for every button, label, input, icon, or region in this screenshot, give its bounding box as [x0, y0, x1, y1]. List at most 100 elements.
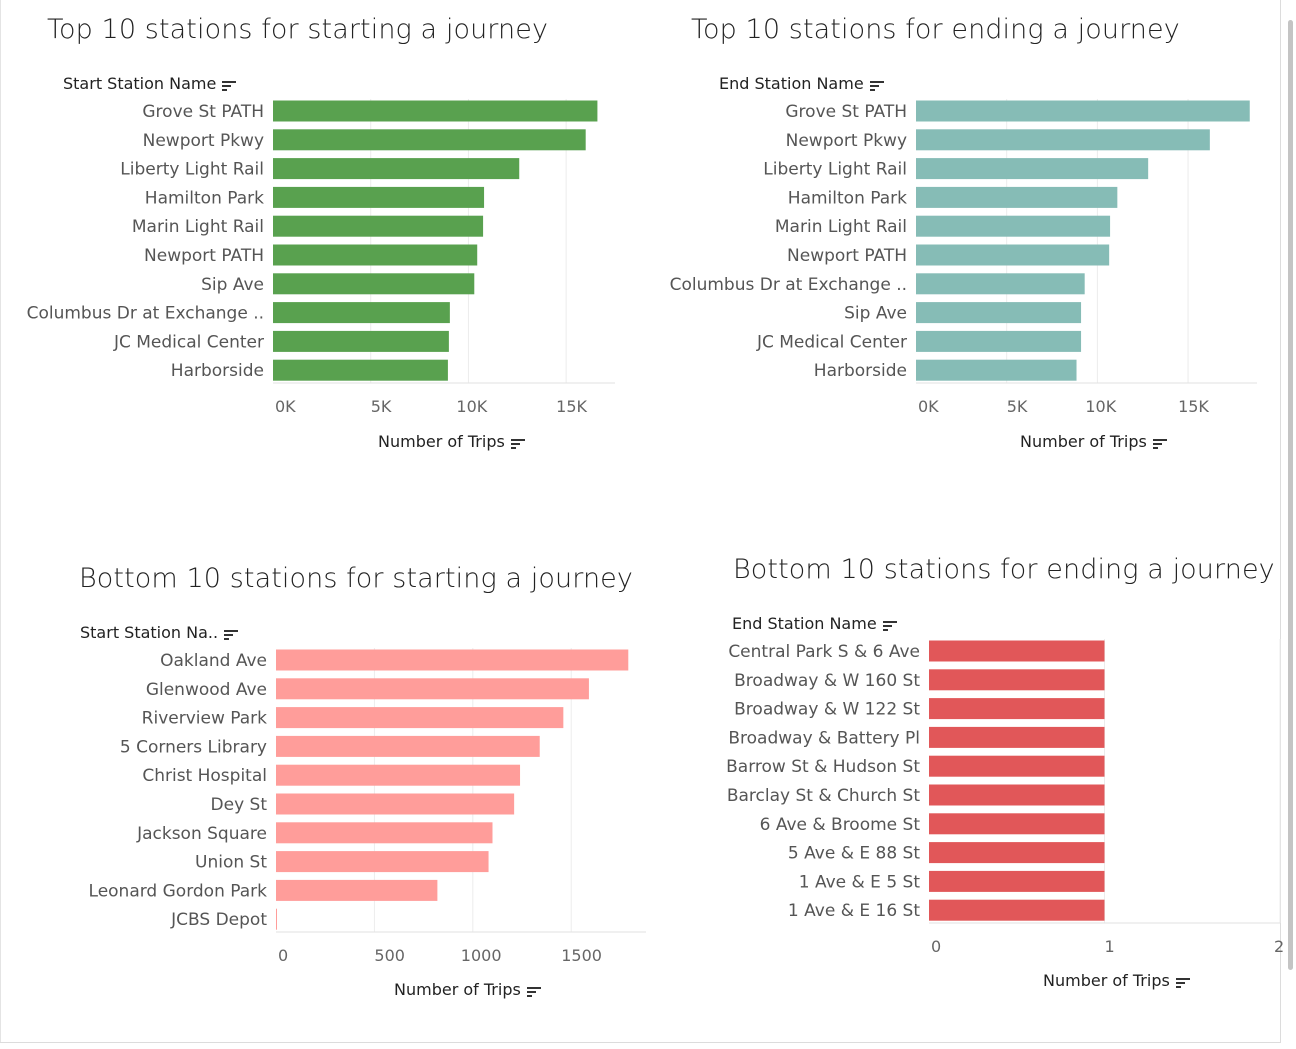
- category-label: Columbus Dr at Exchange ..: [670, 275, 907, 295]
- bar: [916, 302, 1082, 324]
- category-label: Harborside: [171, 361, 264, 381]
- category-label: Grove St PATH: [142, 102, 264, 122]
- category-label: Harborside: [814, 361, 907, 381]
- bar: [276, 851, 489, 873]
- category-label: Sip Ave: [201, 275, 264, 295]
- x-axis-title-bottom-start[interactable]: Number of Trips: [394, 980, 541, 999]
- x-axis-label: Number of Trips: [1020, 432, 1147, 451]
- category-label: Marin Light Rail: [132, 217, 264, 237]
- bar-plot-bottom-end: 0 1 2 Central Park S & 6 Ave Broadway & W 16…: [726, 639, 1284, 956]
- bar: [929, 726, 1105, 748]
- bar: [273, 302, 450, 324]
- row-header-label: End Station Name: [732, 614, 877, 633]
- category-label: Hamilton Park: [145, 188, 264, 208]
- sort-icon[interactable]: [526, 983, 541, 997]
- x-tick-label: 0K: [275, 397, 296, 416]
- x-axis-title-top-end[interactable]: Number of Trips: [1020, 432, 1167, 451]
- chart-title-top-start: Top 10 stations for starting a journey: [47, 14, 549, 45]
- sort-icon[interactable]: [224, 626, 239, 640]
- category-label: Broadway & Battery Pl: [728, 728, 920, 748]
- bar: [916, 244, 1110, 266]
- bar-plot-bottom-start: 0 500 1000 1500 Oakland Ave Glenwood Ave River…: [89, 648, 646, 965]
- bar: [273, 158, 520, 180]
- bar: [916, 215, 1111, 237]
- bar: [916, 186, 1118, 208]
- sort-icon[interactable]: [1152, 435, 1167, 449]
- scrollbar-thumb[interactable]: [1288, 20, 1293, 970]
- chart-title-top-end: Top 10 stations for ending a journey: [691, 14, 1180, 45]
- bar: [929, 755, 1105, 777]
- category-label: 1 Ave & E 5 St: [799, 872, 921, 892]
- category-label: 1 Ave & E 16 St: [788, 901, 920, 921]
- category-label: Barrow St & Hudson St: [726, 757, 920, 777]
- category-label: Broadway & W 122 St: [734, 700, 920, 720]
- x-tick-label: 15K: [556, 397, 587, 416]
- bar: [273, 244, 478, 266]
- chart-title-bottom-start: Bottom 10 stations for starting a journe…: [79, 563, 633, 594]
- row-header-label: End Station Name: [719, 74, 864, 93]
- bar: [929, 899, 1105, 921]
- bar: [276, 822, 493, 844]
- bar: [273, 330, 449, 352]
- bar: [916, 158, 1149, 180]
- bar: [276, 879, 438, 901]
- category-label: 6 Ave & Broome St: [760, 815, 921, 835]
- bar-plot-top-end: 0K 5K 10K 15K Grove St PATH Newport Pkwy Liber…: [670, 99, 1257, 416]
- bar: [916, 100, 1250, 122]
- row-header-label: Start Station Name: [63, 74, 217, 93]
- category-label: Grove St PATH: [785, 102, 907, 122]
- bar-plot-top-start: 0K 5K 10K 15K Grove St PATH Newport Pkwy Liber…: [27, 99, 615, 416]
- x-tick-label: 5K: [371, 397, 392, 416]
- sort-icon[interactable]: [882, 617, 897, 631]
- bar: [273, 186, 485, 208]
- category-label: Newport PATH: [144, 246, 264, 266]
- dashboard-bottom-border: [0, 1042, 1281, 1043]
- category-label: Glenwood Ave: [146, 680, 267, 700]
- x-tick-label: 1: [1105, 937, 1115, 956]
- category-label: Newport Pkwy: [143, 131, 264, 151]
- category-label: 5 Corners Library: [120, 737, 267, 757]
- sort-icon[interactable]: [1175, 974, 1190, 988]
- row-header-start-station-truncated[interactable]: Start Station Na..: [80, 623, 239, 642]
- bar: [276, 908, 277, 930]
- x-tick-label: 10K: [1085, 397, 1116, 416]
- x-axis-label: Number of Trips: [1043, 971, 1170, 990]
- category-label: 5 Ave & E 88 St: [788, 844, 920, 864]
- category-label: Marin Light Rail: [775, 217, 907, 237]
- category-label: Liberty Light Rail: [763, 160, 907, 180]
- chart-title-bottom-end: Bottom 10 stations for ending a journey: [733, 554, 1275, 585]
- category-label: Liberty Light Rail: [120, 160, 264, 180]
- row-header-end-station[interactable]: End Station Name: [719, 74, 884, 93]
- sort-icon[interactable]: [222, 77, 237, 91]
- row-header-end-station[interactable]: End Station Name: [732, 614, 897, 633]
- bar: [929, 640, 1105, 662]
- bar: [276, 764, 521, 786]
- x-tick-label: 500: [374, 946, 405, 965]
- bar: [916, 273, 1085, 295]
- category-label: JC Medical Center: [756, 332, 907, 352]
- x-tick-label: 1000: [461, 946, 502, 965]
- bar: [929, 698, 1105, 720]
- x-tick-label: 0: [931, 937, 941, 956]
- x-tick-label: 15K: [1178, 397, 1209, 416]
- row-header-label: Start Station Na..: [80, 623, 219, 642]
- row-header-start-station[interactable]: Start Station Name: [63, 74, 237, 93]
- category-label: Oakland Ave: [160, 651, 267, 671]
- category-label: Barclay St & Church St: [727, 786, 921, 806]
- dashboard-right-border: [1280, 0, 1281, 1042]
- bar: [929, 813, 1105, 835]
- x-tick-label: 0: [278, 946, 288, 965]
- category-label: Sip Ave: [844, 304, 907, 324]
- sort-icon[interactable]: [510, 435, 525, 449]
- x-axis-label: Number of Trips: [378, 432, 505, 451]
- sort-icon[interactable]: [869, 77, 884, 91]
- bar: [276, 649, 629, 671]
- x-axis-title-top-start[interactable]: Number of Trips: [378, 432, 525, 451]
- x-axis-title-bottom-end[interactable]: Number of Trips: [1043, 971, 1190, 990]
- category-label: Columbus Dr at Exchange ..: [27, 304, 264, 324]
- category-label: Riverview Park: [142, 709, 267, 729]
- x-tick-label: 5K: [1007, 397, 1028, 416]
- bar: [916, 330, 1082, 352]
- bar: [929, 669, 1105, 691]
- category-label: JCBS Depot: [170, 910, 267, 930]
